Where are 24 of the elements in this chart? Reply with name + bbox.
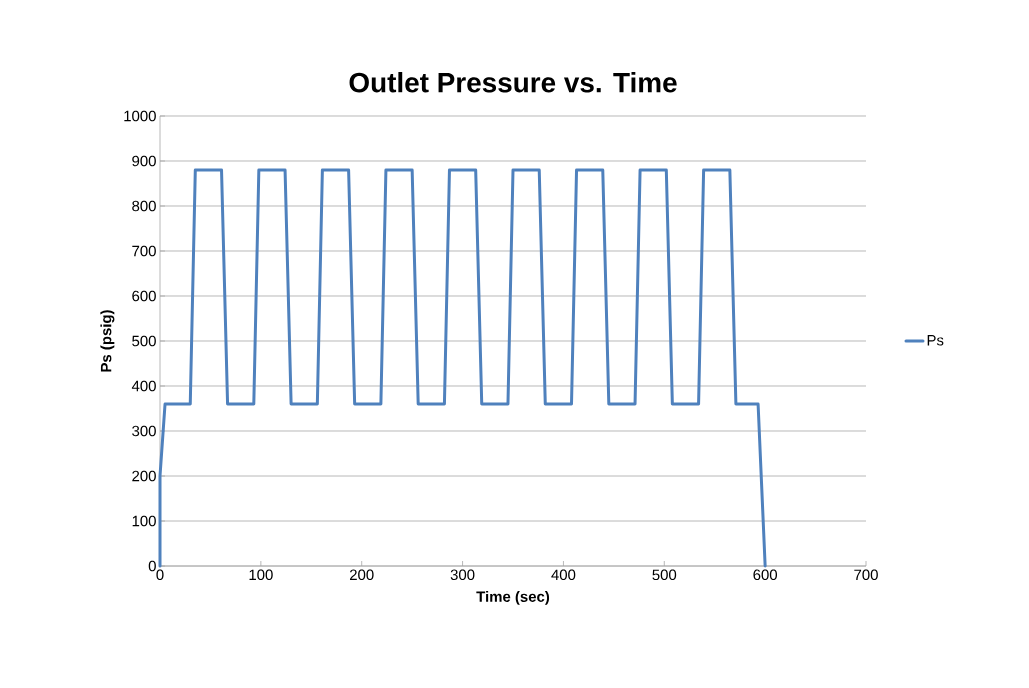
y-tick-label: 700	[132, 245, 156, 257]
y-tick-label: 400	[131, 380, 156, 392]
x-tick-label: 300	[450, 569, 475, 581]
x-tick-label: 0	[156, 569, 164, 581]
x-tick-label: 200	[350, 569, 374, 581]
y-tick-label: 900	[132, 155, 156, 167]
x-tick-label: 700	[854, 569, 878, 581]
y-tick-label: 100	[132, 515, 156, 527]
legend-label: Ps	[927, 335, 944, 346]
x-tick-label: 600	[753, 569, 778, 581]
x-tick-label: 400	[551, 569, 576, 581]
x-tick-label: 100	[249, 569, 273, 581]
y-tick-label: 200	[132, 470, 156, 482]
y-tick-label: 600	[132, 290, 156, 302]
y-tick-label: 300	[132, 425, 156, 437]
chart-title: Outlet Pressure vs. Time	[349, 72, 677, 93]
y-tick-label: 1000	[124, 110, 156, 122]
line-series	[158, 168, 767, 568]
y-tick-label: 0	[148, 560, 156, 572]
x-tick-label: 500	[652, 569, 677, 581]
y-tick-label: 500	[132, 335, 156, 347]
y-axis-title: Ps (psig)	[100, 310, 115, 372]
x-axis-title: Time (sec)	[476, 590, 550, 605]
y-tick-label: 800	[132, 200, 156, 212]
